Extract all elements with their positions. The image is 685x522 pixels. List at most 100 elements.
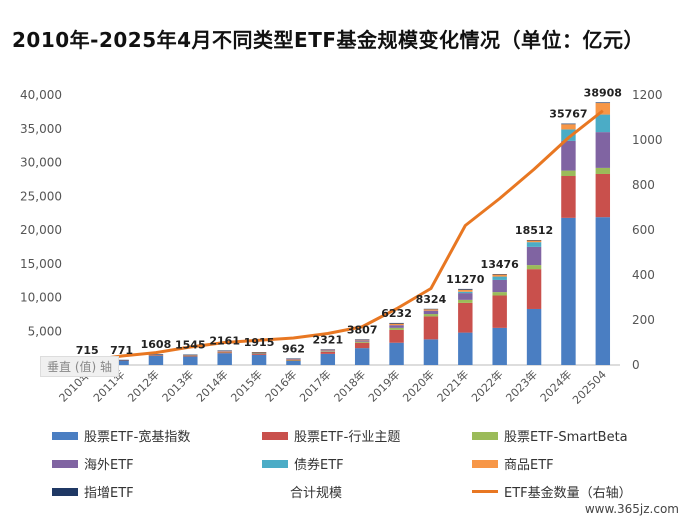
bar-smartbeta (526, 265, 542, 270)
bar-commodity (251, 352, 267, 354)
bar-overseas (595, 132, 611, 168)
total-label: 38908 (584, 86, 622, 99)
bar-commodity (183, 355, 198, 356)
x-tick-label: 2022年 (468, 367, 505, 404)
bar-group (79, 102, 611, 365)
bar-industry (595, 173, 611, 218)
bar-smartbeta (458, 299, 473, 303)
left-tick-label: 15,000 (20, 257, 62, 271)
left-tick-label: 30,000 (20, 156, 62, 170)
legend-item-broad: 股票ETF-宽基指数 (52, 426, 190, 445)
bar-industry (286, 360, 301, 361)
left-tick-label: 25,000 (20, 189, 62, 203)
legend-label-broad: 股票ETF-宽基指数 (84, 430, 191, 445)
total-label: 11270 (446, 273, 485, 286)
legend-label-bond: 债券ETF (294, 458, 344, 473)
count-line-group (86, 109, 604, 362)
legend-label-smartbeta: 股票ETF-SmartBeta (504, 430, 628, 445)
x-tick-label: 2016年 (262, 367, 299, 404)
bar-broad (320, 353, 336, 365)
total-label: 715 (76, 344, 99, 357)
legend-swatch-bond (262, 459, 288, 468)
bar-commodity (389, 323, 404, 326)
bar-smartbeta (389, 327, 404, 330)
bar-commodity (354, 339, 370, 341)
bar-commodity (286, 358, 301, 360)
left-tick-label: 5,000 (28, 324, 62, 338)
bar-overseas (561, 140, 576, 171)
bar-industry (458, 302, 473, 333)
bar-broad (251, 354, 267, 365)
bar-commodity (423, 309, 439, 311)
legend-label-overseas: 海外ETF (84, 458, 134, 473)
legend-swatch-smartbeta (472, 431, 498, 440)
bar-overseas (526, 246, 542, 266)
bar-bond (561, 129, 576, 141)
bar-industry (148, 355, 164, 356)
legend-swatch-enhanced (52, 487, 78, 496)
bar-commodity (595, 103, 611, 115)
bar-smartbeta (286, 360, 301, 361)
legend-swatch-overseas (52, 459, 78, 468)
left-tick-label: 10,000 (20, 291, 62, 305)
bar-industry (561, 176, 576, 218)
bar-enhanced (458, 288, 473, 290)
bar-industry (423, 316, 439, 340)
total-label: 1915 (244, 336, 275, 349)
legend-item-smartbeta: 股票ETF-SmartBeta (472, 426, 628, 445)
bar-overseas (423, 310, 439, 315)
bar-industry (492, 295, 507, 328)
legend-swatch-industry (262, 431, 288, 440)
chart-title: 2010年-2025年4月不同类型ETF基金规模变化情况（单位：亿元） (12, 28, 645, 52)
bar-broad (526, 308, 542, 365)
bar-smartbeta (354, 341, 370, 343)
bar-smartbeta (423, 314, 439, 317)
bar-commodity (492, 274, 507, 277)
x-tick-label: 2024年 (537, 367, 574, 404)
total-label: 35767 (549, 108, 587, 121)
bar-enhanced (526, 240, 542, 241)
bar-industry (389, 329, 404, 343)
right-tick-label: 400 (632, 268, 655, 282)
total-label: 1545 (175, 339, 206, 352)
total-label: 13476 (481, 258, 520, 271)
bar-enhanced (389, 322, 404, 324)
legend-item-commodity: 商品ETF (472, 454, 554, 473)
bar-industry (251, 353, 267, 355)
bar-overseas (354, 340, 370, 342)
left-tick-label: 20,000 (20, 223, 62, 237)
legend-label-industry: 股票ETF-行业主题 (294, 430, 401, 445)
bar-enhanced (423, 308, 439, 310)
x-tick-label: 2021年 (434, 367, 471, 404)
total-label: 8324 (416, 293, 447, 306)
legend-label-commodity: 商品ETF (504, 458, 554, 473)
legend-item-enhanced: 指增ETF (52, 482, 134, 501)
bar-industry (354, 342, 370, 349)
bar-broad (114, 360, 129, 365)
bar-broad (561, 217, 576, 365)
right-axis: 0 200 400 600 800 1000 1200 (632, 88, 663, 372)
bar-broad (423, 339, 439, 365)
axis-tag: 垂直 (值) 轴 (40, 356, 119, 377)
bar-enhanced (286, 358, 301, 360)
right-tick-label: 600 (632, 223, 655, 237)
bar-overseas (217, 351, 232, 352)
legend-label-total: 合计规模 (290, 486, 343, 501)
x-tick-label: 2019年 (365, 367, 402, 404)
bar-broad (458, 332, 473, 365)
bar-broad (183, 356, 198, 365)
bar-enhanced (354, 339, 370, 340)
total-label: 771 (110, 344, 133, 357)
legend-item-total: 合计规模 (290, 482, 342, 501)
x-axis-labels: 2010年2011年2012年2013年2014年2015年2016年2017年… (56, 367, 609, 407)
bar-overseas (492, 279, 507, 293)
bar-industry (320, 351, 336, 354)
legend-item-industry: 股票ETF-行业主题 (262, 426, 400, 445)
bar-broad (595, 217, 611, 365)
bar-broad (148, 355, 164, 365)
x-tick-label: 2020年 (400, 367, 437, 404)
bar-smartbeta (595, 167, 611, 174)
right-tick-label: 1000 (632, 133, 663, 147)
bar-broad (286, 360, 301, 365)
